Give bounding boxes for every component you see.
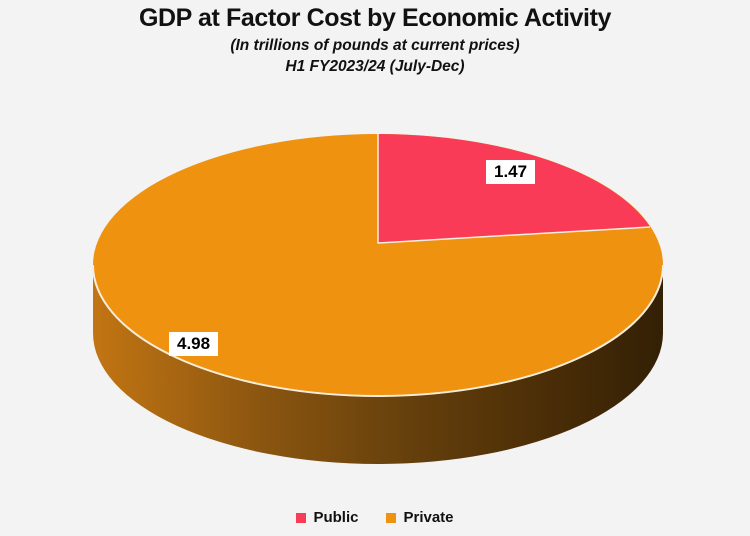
pie-side-wall	[93, 265, 663, 464]
chart-subtitle-period: H1 FY2023/24 (July-Dec)	[285, 58, 465, 75]
private-color-swatch-icon	[386, 512, 397, 523]
data-label-public-value: 1.47	[486, 160, 536, 184]
legend-item-public: Public	[296, 509, 358, 526]
legend-item-private: Private	[386, 509, 454, 526]
chart-subtitle-units: (In trillions of pounds at current price…	[230, 37, 520, 54]
slice-divider-lines	[377, 134, 651, 244]
legend-label-private: Private	[403, 509, 454, 526]
chart-title: GDP at Factor Cost by Economic Activity	[138, 4, 611, 32]
legend: Public Private	[0, 509, 750, 526]
pie-rim-highlight	[92, 264, 664, 397]
slice-public-top	[378, 134, 650, 243]
legend-label-public: Public	[313, 509, 359, 526]
public-color-swatch-icon	[296, 512, 307, 523]
data-label-private-value: 4.98	[169, 332, 219, 356]
